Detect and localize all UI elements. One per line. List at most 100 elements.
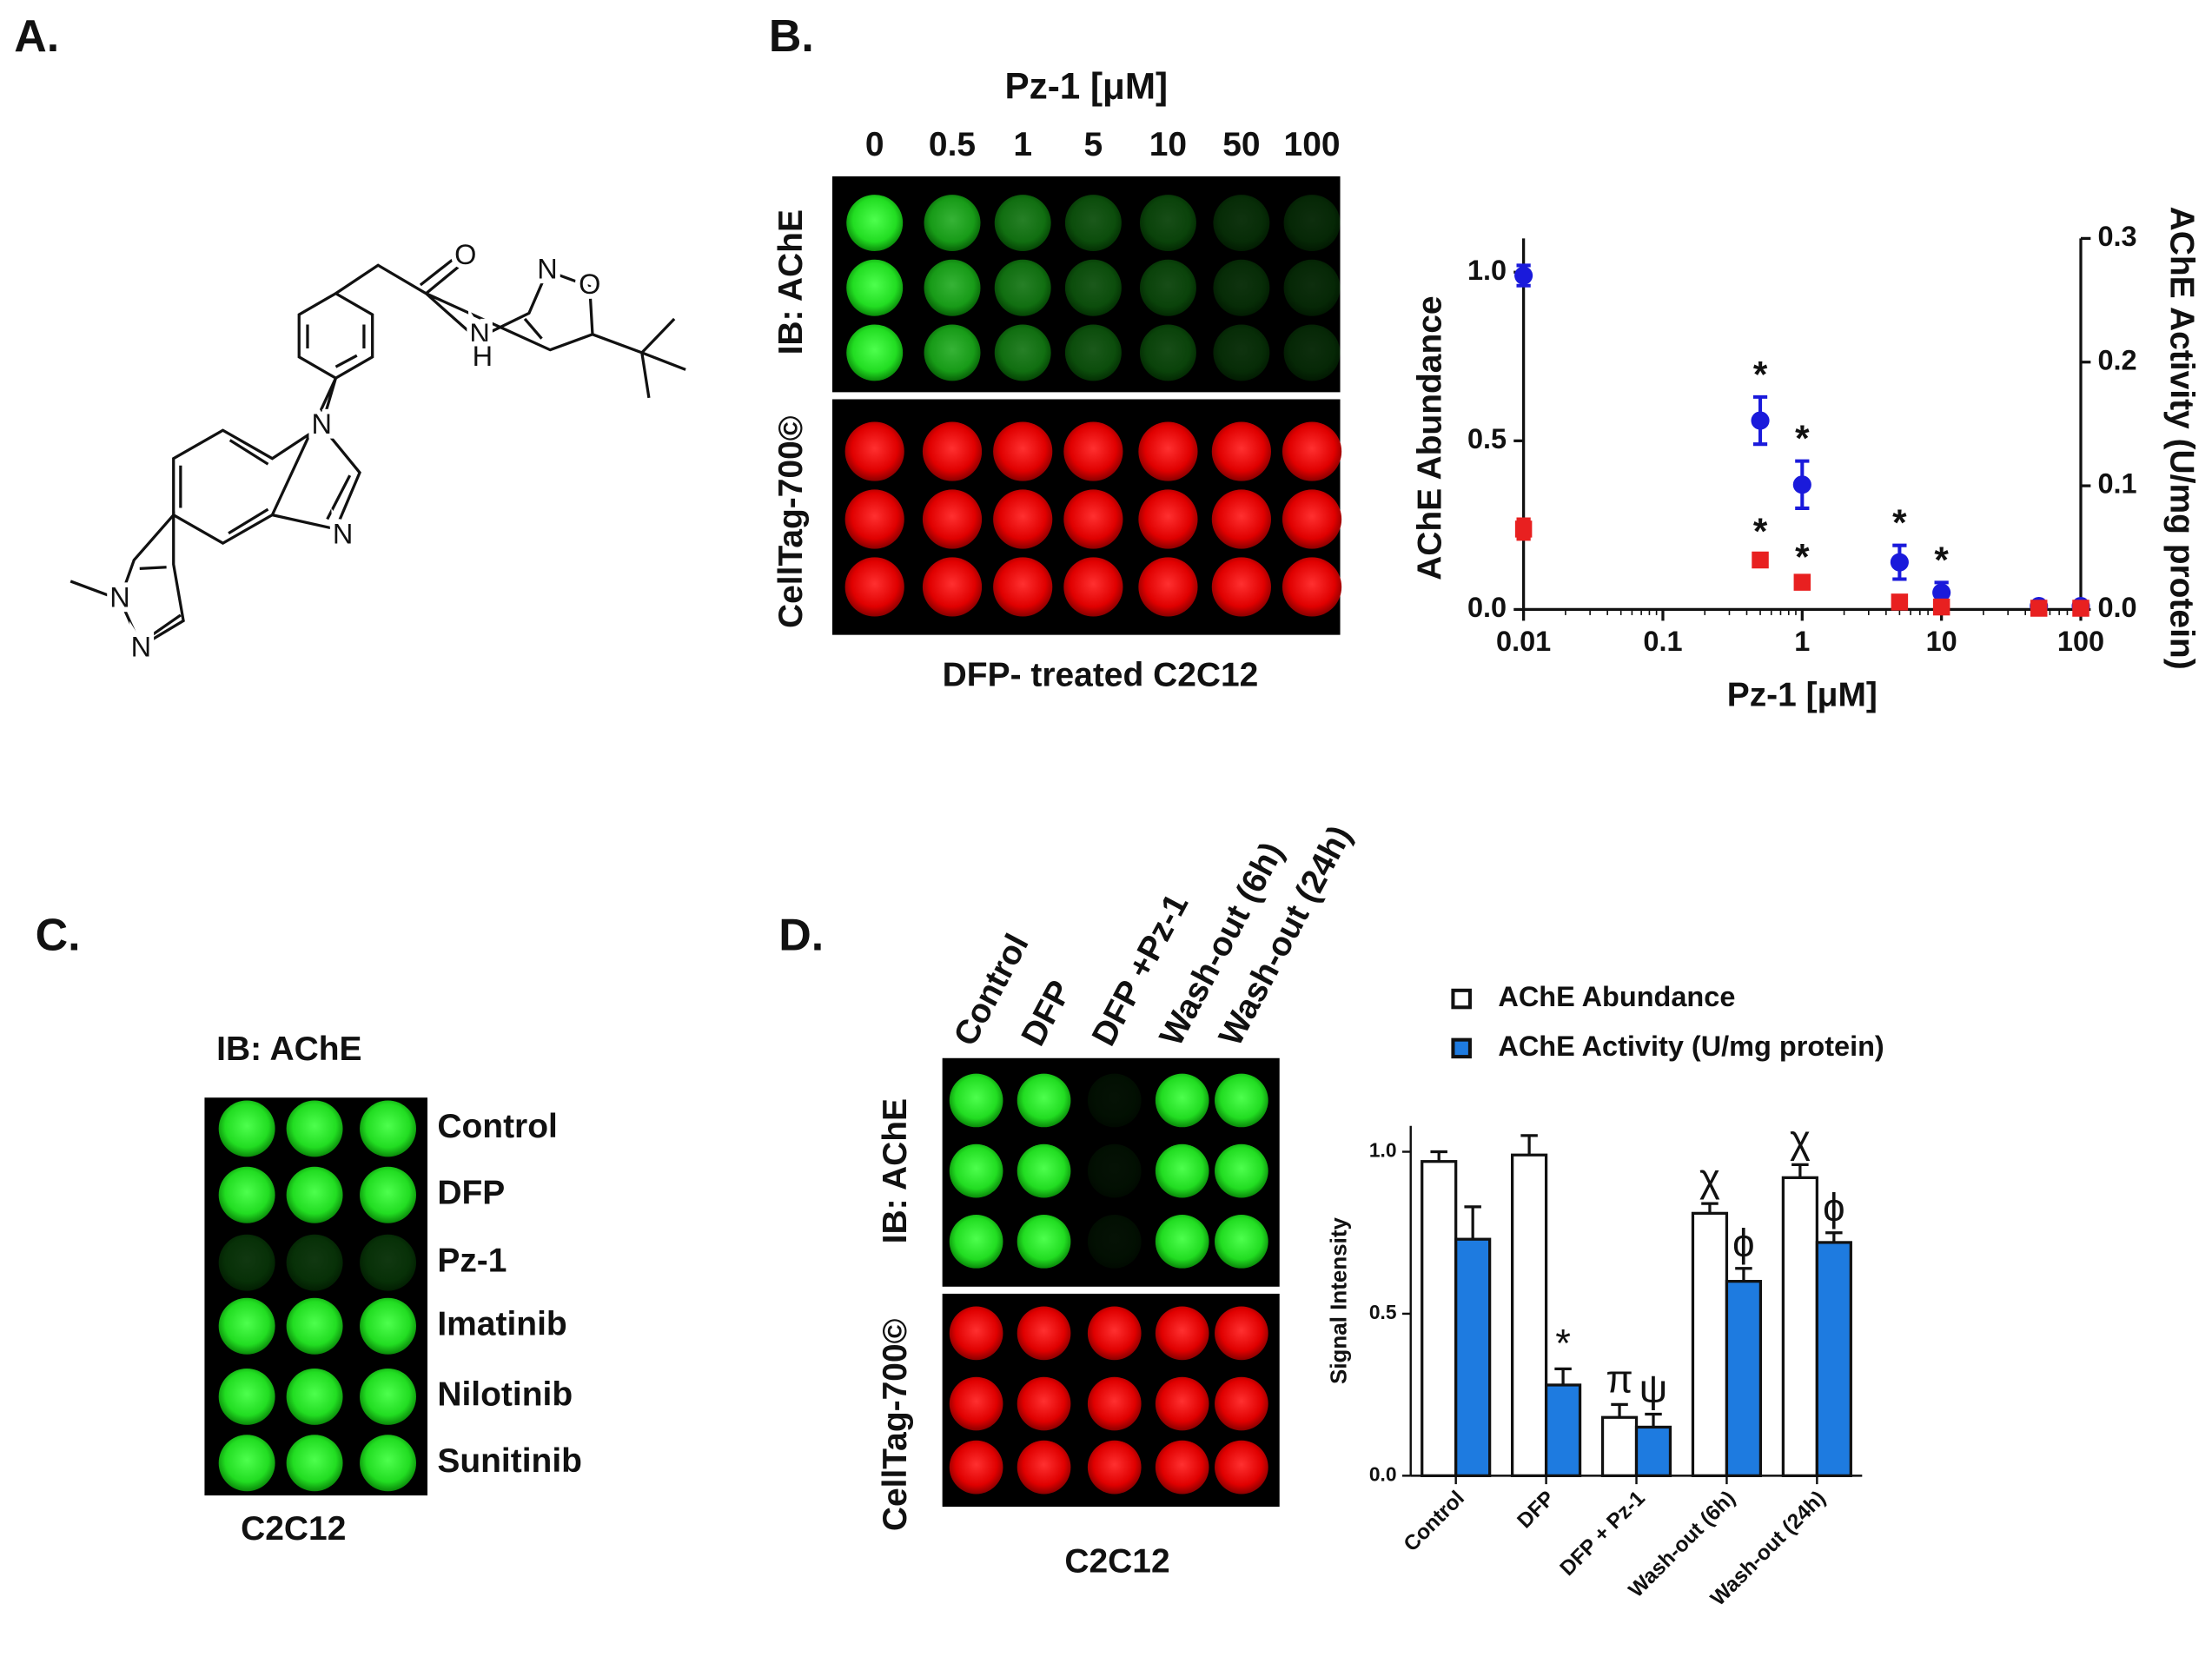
blot-spot <box>1139 324 1196 381</box>
blot-caption: C2C12 <box>241 1510 346 1548</box>
bar <box>1725 1280 1763 1477</box>
point <box>2030 600 2048 617</box>
bar <box>1781 1176 1818 1477</box>
atom-label: N <box>311 408 331 440</box>
annotation: * <box>1892 502 1907 543</box>
blot-spot <box>1215 1073 1268 1128</box>
blot-row-label: Pz-1 <box>437 1242 507 1279</box>
blot-spot <box>1215 1306 1268 1361</box>
error-bar <box>1611 1402 1628 1418</box>
blot-spot <box>360 1435 416 1492</box>
blot-spot <box>218 1100 275 1157</box>
error-bar <box>1430 1150 1447 1162</box>
blot-spot <box>844 557 904 617</box>
blot-row-label: IB: AChE <box>877 1098 914 1243</box>
annotation: * <box>1555 1321 1571 1365</box>
blot-spot <box>1017 1143 1071 1198</box>
x-tick-label: 10 <box>1926 626 1957 657</box>
bar <box>1511 1153 1548 1477</box>
blot-spot <box>993 489 1053 549</box>
panel-label: D. <box>778 910 824 960</box>
error-bar <box>1645 1412 1662 1428</box>
blot-spot <box>1017 1073 1071 1128</box>
blot-row-label: Sunitinib <box>437 1442 582 1480</box>
blot-spot <box>949 1214 1003 1269</box>
blot-row-label: DFP <box>437 1175 505 1212</box>
blot-spot <box>994 324 1051 381</box>
annotation: χ <box>1699 1156 1720 1200</box>
annotation: ψ <box>1639 1367 1667 1411</box>
error-bar <box>1464 1205 1481 1240</box>
blot-spot <box>1155 1306 1209 1361</box>
blot-spot <box>286 1166 343 1223</box>
bond <box>592 317 686 399</box>
point <box>1890 553 1909 572</box>
x-tick-label: 0.01 <box>1496 626 1551 657</box>
error-bar <box>1520 1134 1538 1156</box>
blot-spot <box>1215 1440 1268 1495</box>
point <box>1932 598 1950 616</box>
blot-spot <box>922 489 983 549</box>
point <box>1891 593 1909 611</box>
blot-spot <box>994 259 1051 316</box>
bar <box>1421 1160 1458 1477</box>
blot-column-label: DFP <box>1015 975 1080 1052</box>
blot-column-label: 1 <box>1013 126 1032 163</box>
y-tick-label: 0.0 <box>1369 1462 1397 1485</box>
annotation: χ <box>1790 1117 1811 1161</box>
annotation: ϕ <box>1732 1221 1754 1265</box>
blot-spot <box>360 1297 416 1355</box>
blot-spot <box>1138 557 1198 617</box>
y-axis-label: AChE Abundance <box>1411 295 1448 580</box>
blot-spot <box>1155 1143 1209 1198</box>
blot-spot <box>993 421 1053 481</box>
blot-frame <box>204 1097 427 1496</box>
blot-row-label: Imatinib <box>437 1306 566 1343</box>
bar <box>1544 1383 1582 1477</box>
blot-spot <box>924 195 981 252</box>
annotation: * <box>1934 540 1949 580</box>
blot-spot <box>1017 1214 1071 1269</box>
blot-spot <box>286 1368 343 1425</box>
legend-swatch <box>1451 1037 1472 1059</box>
point <box>1792 475 1811 494</box>
blot-spot <box>286 1100 343 1157</box>
blot-spot <box>1215 1214 1268 1269</box>
y-tick-label: 0.0 <box>1467 592 1507 623</box>
blot-spot <box>218 1297 275 1355</box>
blot-spot <box>1017 1376 1071 1431</box>
blot-spot <box>1138 421 1198 481</box>
blot-spot <box>922 557 983 617</box>
bar <box>1691 1211 1729 1477</box>
blot-spot <box>846 259 904 316</box>
bond <box>70 511 185 648</box>
blot-column-label: 10 <box>1149 126 1187 163</box>
blot-spot <box>1211 489 1271 549</box>
blot-spot <box>218 1234 275 1291</box>
bar <box>1454 1237 1492 1477</box>
blot-column-label: 50 <box>1222 126 1260 163</box>
atom-label: H <box>473 341 493 372</box>
blot-spot <box>1087 1143 1142 1198</box>
x-tick-label: DFP + Pz-1 <box>1556 1487 1650 1581</box>
blot-spot <box>1139 259 1196 316</box>
blot-spot <box>1215 1376 1268 1431</box>
blot-spot <box>1017 1306 1071 1361</box>
blot-row-label: Control <box>437 1108 557 1145</box>
blot-row-label: Nilotinib <box>437 1376 573 1414</box>
blot-row-label: IB: AChE <box>772 209 810 355</box>
blot-spot <box>1283 259 1341 316</box>
x-tick-label: 100 <box>2057 626 2104 657</box>
blot-spot <box>1213 259 1270 316</box>
blot-spot <box>994 195 1051 252</box>
blot-spot <box>1283 195 1341 252</box>
point <box>1514 520 1533 538</box>
y2-tick-label: 0.2 <box>2097 344 2136 375</box>
blot-spot <box>1155 1440 1209 1495</box>
y-axis-label: Signal Intensity <box>1325 1217 1351 1384</box>
legend-label: AChE Activity (U/mg protein) <box>1498 1031 1884 1062</box>
atom-label: N <box>469 318 489 349</box>
bond <box>306 324 366 368</box>
blot-spot <box>1211 557 1271 617</box>
blot-spot <box>1155 1073 1209 1128</box>
